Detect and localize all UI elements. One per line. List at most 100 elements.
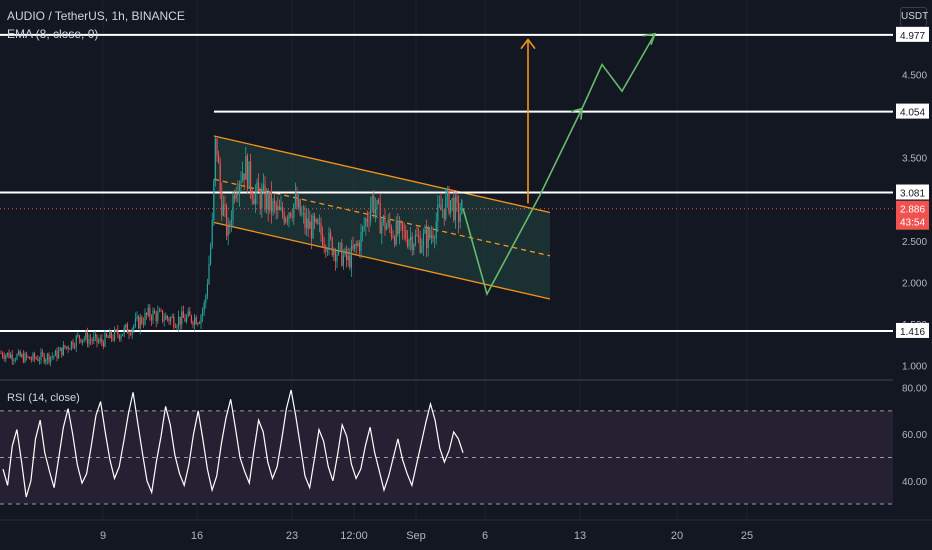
candle-body: [445, 196, 447, 219]
candle-body: [146, 312, 148, 316]
candle-body: [354, 244, 356, 249]
candle-body: [158, 310, 160, 312]
candle-body: [302, 212, 304, 214]
candle-body: [179, 316, 181, 325]
candle-body: [430, 235, 432, 238]
candle-body: [195, 317, 197, 325]
candle-body: [306, 218, 308, 229]
candle-body: [118, 335, 120, 339]
candle-body: [293, 204, 295, 218]
candle-body: [390, 227, 392, 237]
rsi-label: RSI (14, close): [7, 392, 80, 404]
price-axis[interactable]: 1.0001.5002.0002.5003.5004.5004.9774.054…: [893, 0, 932, 550]
candle-body: [122, 333, 124, 336]
candle-body: [56, 350, 58, 358]
candle-body: [83, 338, 85, 340]
level-badge: [896, 26, 929, 42]
candle-body: [328, 232, 330, 251]
candle-body: [323, 245, 325, 247]
candle-body: [210, 246, 212, 264]
candle-body: [197, 323, 199, 325]
candle-body: [245, 155, 247, 180]
candle-body: [387, 219, 389, 226]
candle-body: [190, 315, 192, 323]
candle-body: [422, 233, 424, 247]
candle-body: [376, 199, 378, 209]
candle-body: [237, 193, 239, 195]
candle-body: [371, 196, 373, 207]
candle-body: [219, 163, 221, 193]
candle-body: [144, 312, 146, 324]
candle-body: [222, 204, 224, 216]
currency-button[interactable]: USDT: [900, 7, 928, 27]
candle-body: [360, 232, 362, 251]
candle-body: [410, 236, 412, 241]
candle-body: [149, 307, 151, 317]
candle-body: [227, 224, 229, 236]
candle-body: [85, 332, 87, 339]
candle-body: [147, 307, 149, 316]
candle-body: [134, 318, 136, 326]
candle-body: [299, 199, 301, 215]
candle-body: [259, 191, 261, 209]
channel-lower-line: [213, 221, 551, 300]
candle-body: [22, 354, 24, 363]
candle-body: [333, 250, 335, 256]
candle-body: [150, 316, 152, 321]
candle-body: [392, 236, 394, 238]
candle-body: [325, 246, 327, 252]
candle-body: [8, 352, 10, 358]
candle-body: [352, 245, 354, 249]
candle-body: [75, 336, 77, 347]
candle-body: [440, 204, 442, 211]
candle-body: [330, 232, 332, 238]
candle-body: [334, 250, 336, 262]
time-axis[interactable]: 9 16 23 12:00 Sep 6 13 20 25: [0, 519, 932, 542]
candle-body: [160, 310, 162, 312]
candle-body: [131, 328, 133, 335]
candle-body: [403, 230, 405, 231]
candle-body: [74, 346, 76, 348]
candle-body: [317, 219, 319, 224]
candle-body: [194, 317, 196, 325]
candle-body: [402, 223, 404, 231]
candle-body: [285, 218, 287, 223]
candle-body: [11, 354, 13, 361]
candle-body: [246, 155, 248, 189]
candle-body: [10, 354, 12, 358]
candle-body: [91, 340, 93, 342]
price-candles: [0, 137, 463, 367]
candle-body: [128, 333, 130, 335]
candle-body: [366, 218, 368, 221]
time-tick-label: Sep: [406, 530, 426, 542]
candle-body: [226, 206, 228, 236]
candle-body: [248, 161, 250, 189]
candle-body: [178, 316, 180, 326]
candle-body: [448, 188, 450, 214]
candle-body: [174, 327, 176, 329]
candle-body: [133, 325, 135, 329]
candle-body: [251, 191, 253, 199]
candle-body: [214, 138, 216, 181]
candle-body: [96, 334, 98, 343]
candle-body: [141, 317, 143, 324]
candle-body: [278, 206, 280, 210]
candle-body: [355, 244, 357, 246]
candle-body: [240, 181, 242, 184]
channel-upper-line: [213, 135, 551, 214]
candle-body: [426, 229, 428, 249]
candle-body: [267, 192, 269, 211]
candle-body: [370, 206, 372, 222]
candle-body: [411, 236, 413, 251]
candle-body: [416, 234, 418, 236]
level-badge-label: 1.416: [900, 327, 925, 338]
candle-body: [435, 221, 437, 239]
candle-body: [80, 338, 82, 343]
candle-body: [114, 329, 116, 340]
rsi-tick-label: 80.00: [902, 384, 927, 395]
candle-body: [216, 138, 218, 156]
candle-body: [218, 155, 220, 164]
candle-body: [378, 199, 380, 204]
candle-body: [413, 244, 415, 251]
